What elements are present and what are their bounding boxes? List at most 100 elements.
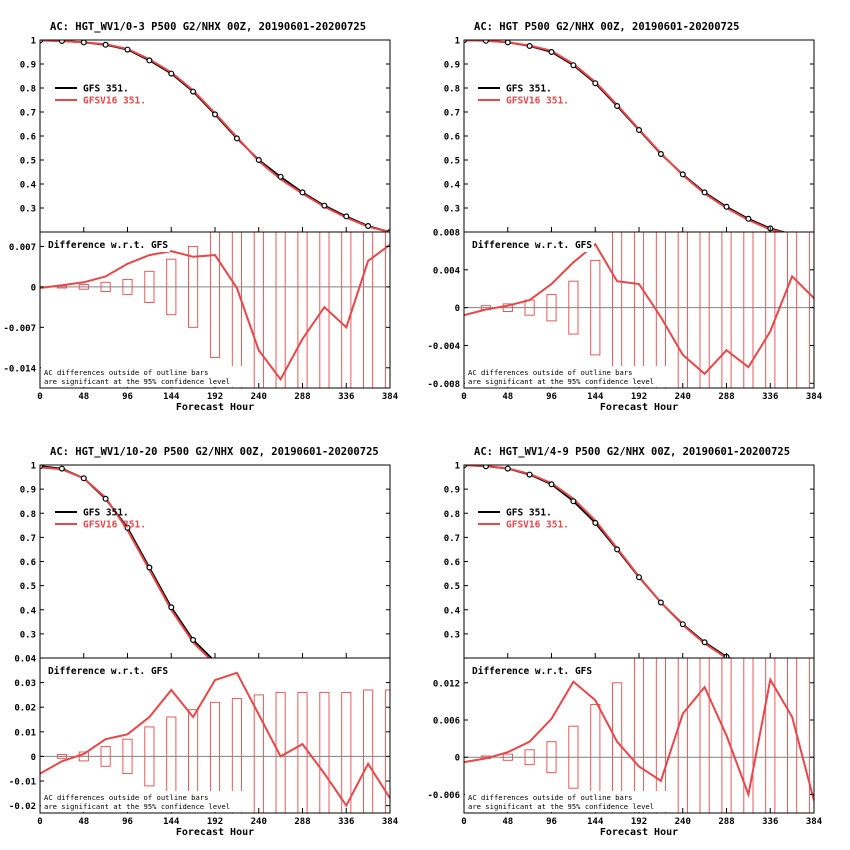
y-tick-label: 0 — [31, 283, 36, 293]
gfs-point — [387, 229, 390, 232]
legend-label-gfsv16: GFSV16 351. — [83, 520, 146, 531]
legend-label-gfs: GFS 351. — [506, 84, 552, 95]
significance-note: are significant at the 95% confidence le… — [468, 377, 654, 386]
y-tick-label: 0.4 — [444, 181, 461, 191]
y-tick-label: 0.5 — [444, 157, 460, 167]
y-tick-label: -0.004 — [427, 342, 460, 352]
y-tick-label: 0 — [455, 754, 460, 764]
gfs-point — [723, 203, 730, 210]
gfs-point — [40, 465, 43, 470]
legend-label-gfsv16: GFSV16 351. — [506, 96, 569, 107]
gfsv16-line — [40, 466, 211, 658]
x-axis-label: Forecast Hour — [600, 827, 678, 838]
gfs-point — [526, 471, 533, 478]
y-tick-label: 0.4 — [444, 606, 461, 616]
y-tick-label: 1 — [31, 37, 36, 47]
gfs-point — [299, 189, 306, 196]
y-tick-label: 0.7 — [20, 534, 36, 544]
x-tick-label: 48 — [502, 817, 513, 827]
x-tick-label: 96 — [546, 817, 557, 827]
difference-label: Difference w.r.t. GFS — [48, 240, 168, 251]
gfs-line — [464, 40, 787, 232]
legend-label-gfsv16: GFSV16 351. — [83, 96, 146, 107]
x-tick-label: 384 — [806, 392, 823, 402]
x-tick-label: 0 — [461, 392, 466, 402]
x-tick-label: 384 — [382, 392, 399, 402]
x-tick-label: 240 — [675, 392, 691, 402]
gfs-point — [701, 639, 708, 646]
chart-panel-3: AC: HGT_WV1/10-20 P500 G2/NHX 00Z, 20190… — [9, 446, 399, 838]
significance-note: are significant at the 95% confidence le… — [44, 802, 230, 811]
significance-note: are significant at the 95% confidence le… — [44, 377, 230, 386]
y-tick-label: 0.6 — [20, 558, 36, 568]
gfs-point — [102, 495, 109, 502]
y-tick-label: 0.8 — [20, 510, 36, 520]
x-tick-label: 336 — [338, 817, 354, 827]
significance-bar — [743, 658, 754, 813]
y-tick-label: -0.008 — [427, 380, 460, 390]
gfs-point — [679, 621, 686, 628]
chart-panel-4: AC: HGT_WV1/4-9 P500 G2/NHX 00Z, 2019060… — [427, 446, 823, 838]
gfsv16-line — [464, 465, 729, 658]
y-tick-label: 0.5 — [444, 582, 460, 592]
gfs-point — [255, 157, 262, 164]
x-tick-label: 192 — [631, 817, 647, 827]
top-frame — [39, 464, 391, 659]
y-tick-label: 0.03 — [14, 679, 36, 689]
y-tick-label: -0.006 — [427, 791, 460, 801]
x-axis-label: Forecast Hour — [600, 402, 678, 413]
x-tick-label: 336 — [338, 392, 354, 402]
x-tick-label: 336 — [762, 817, 778, 827]
gfs-line — [464, 465, 733, 658]
y-tick-label: 0.5 — [20, 582, 36, 592]
x-tick-label: 0 — [37, 392, 42, 402]
gfs-point — [212, 111, 219, 118]
y-tick-label: 0.4 — [20, 606, 37, 616]
gfs-point — [679, 171, 686, 178]
y-tick-label: 0.6 — [444, 558, 460, 568]
gfs-point — [526, 42, 533, 49]
y-tick-label: 1 — [455, 462, 460, 472]
x-tick-label: 0 — [37, 817, 42, 827]
gfs-point — [657, 599, 664, 606]
x-tick-label: 240 — [251, 817, 267, 827]
y-tick-label: 0.8 — [444, 510, 460, 520]
y-tick-label: 1 — [31, 462, 36, 472]
significance-bar — [655, 658, 666, 813]
significance-note: AC differences outside of outline bars — [44, 368, 208, 377]
gfs-point — [746, 663, 751, 668]
gfs-line — [40, 40, 390, 232]
gfs-point — [146, 564, 153, 571]
difference-label: Difference w.r.t. GFS — [472, 240, 592, 251]
gfs-point — [548, 481, 555, 488]
y-tick-label: 0.8 — [20, 85, 36, 95]
gfs-point — [768, 668, 773, 673]
x-tick-label: 192 — [207, 392, 223, 402]
gfs-point — [146, 57, 153, 64]
y-tick-label: -0.014 — [3, 364, 36, 374]
bottom-frame — [463, 657, 815, 814]
x-tick-label: 240 — [675, 817, 691, 827]
x-tick-label: 288 — [294, 817, 310, 827]
y-tick-label: 0.7 — [20, 109, 36, 119]
x-tick-label: 48 — [78, 817, 89, 827]
x-tick-label: 384 — [806, 817, 823, 827]
gfs-point — [790, 670, 795, 675]
chart-title: AC: HGT P500 G2/NHX 00Z, 20190601-202007… — [474, 21, 740, 33]
x-tick-label: 144 — [163, 817, 180, 827]
gfs-point — [745, 215, 752, 222]
difference-line — [464, 242, 814, 376]
gfs-point — [168, 604, 175, 611]
y-tick-label: 0.3 — [20, 630, 36, 640]
gfs-point — [58, 465, 65, 472]
significance-note: AC differences outside of outline bars — [468, 368, 632, 377]
x-tick-label: 288 — [718, 817, 734, 827]
significance-note: AC differences outside of outline bars — [44, 793, 208, 802]
chart-panel-2: AC: HGT P500 G2/NHX 00Z, 20190601-202007… — [427, 21, 823, 413]
y-tick-label: 0.7 — [444, 534, 460, 544]
y-tick-label: 0.006 — [433, 717, 460, 727]
y-tick-label: 1 — [455, 37, 460, 47]
gfsv16-line — [40, 40, 390, 232]
y-tick-label: -0.007 — [3, 324, 36, 334]
y-tick-label: 0 — [31, 753, 36, 763]
